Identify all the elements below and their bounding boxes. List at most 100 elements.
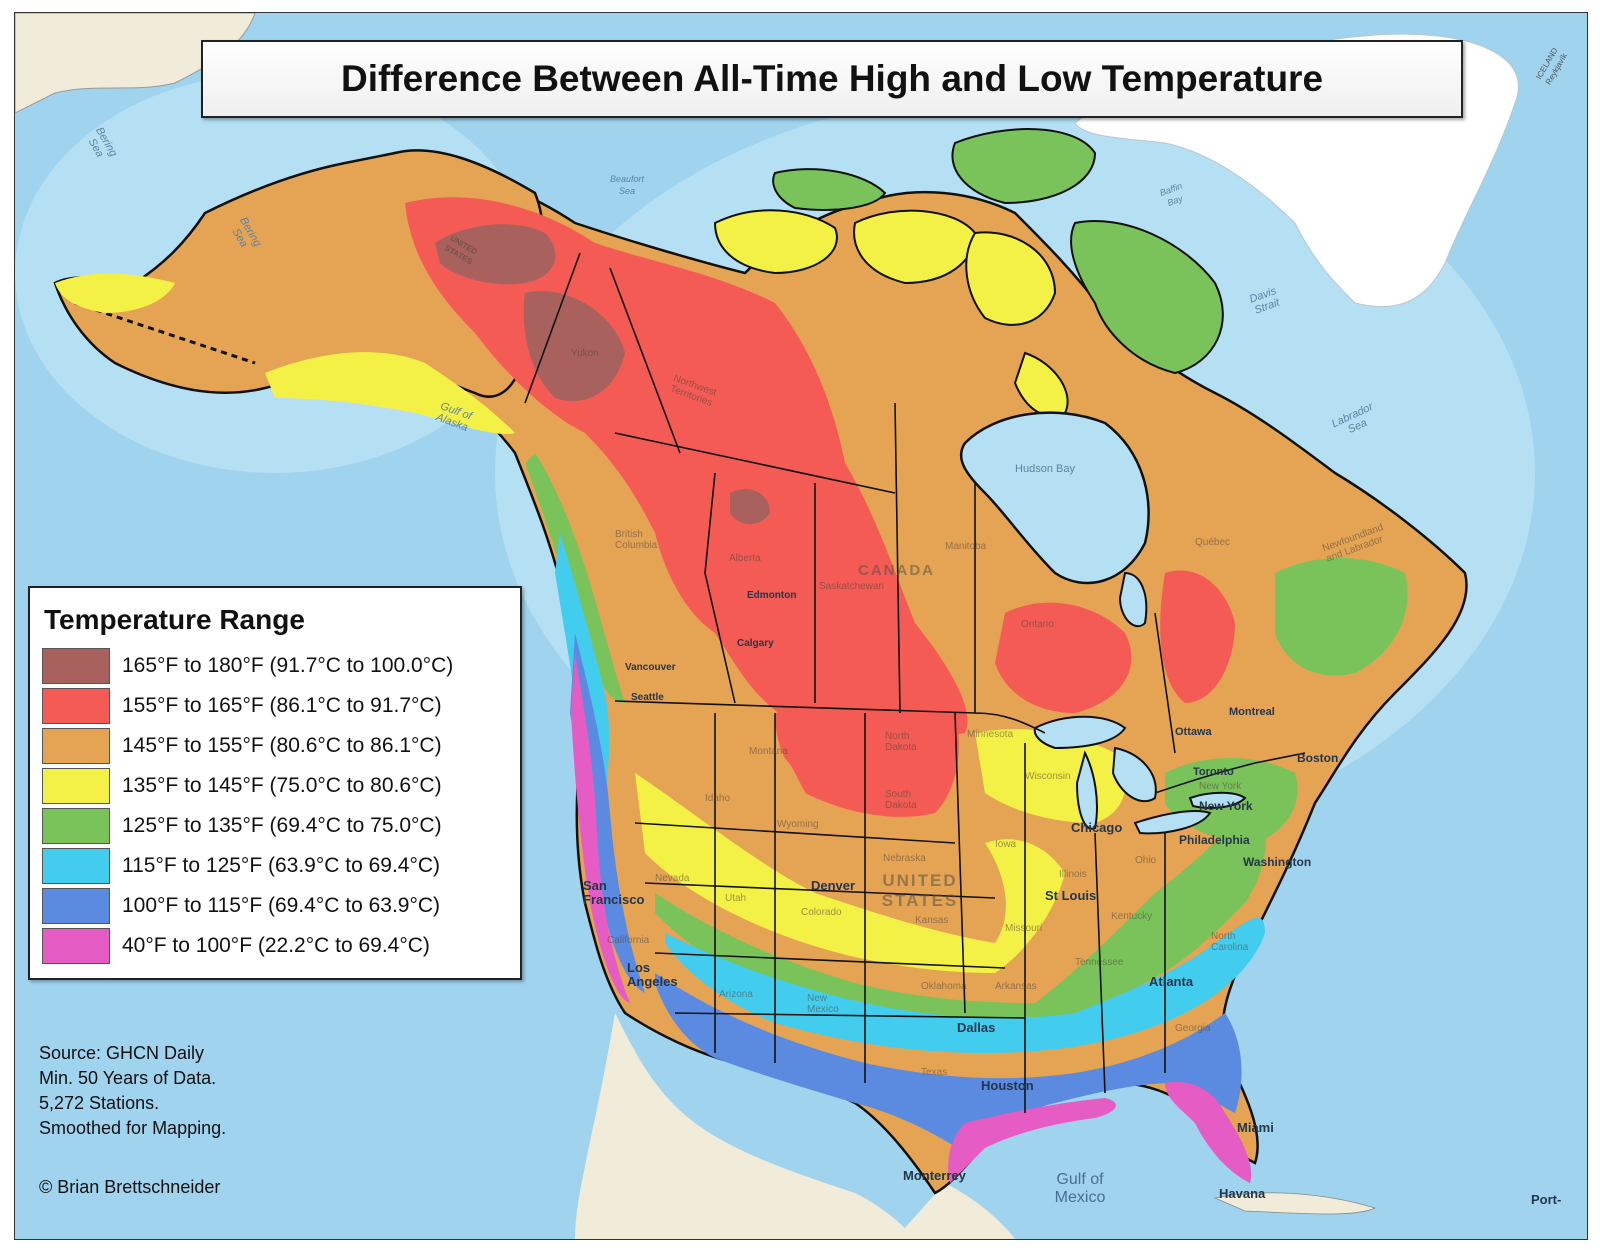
- north-carolina-label: North Carolina: [1211, 931, 1249, 953]
- saskatchewan-label: Saskatchewan: [819, 581, 885, 592]
- montreal-label: Montreal: [1229, 706, 1275, 718]
- zone-125-135-us: [655, 803, 1266, 1033]
- zone-40-100-florida: [1165, 1082, 1252, 1183]
- legend-label: 100°F to 115°F (69.4°C to 63.9°C): [122, 894, 441, 917]
- north-dakota-label: North Dakota: [885, 731, 917, 753]
- hudson-bay: [959, 411, 1150, 585]
- new-york-state-label: New York: [1199, 781, 1242, 792]
- hudson-bay-label: Hudson Bay: [1015, 463, 1075, 475]
- legend-item: 165°F to 180°F (91.7°C to 100.0°C): [42, 648, 512, 684]
- vancouver-label: Vancouver: [625, 662, 676, 673]
- washington-label: Washington: [1243, 855, 1312, 869]
- bc-label: British Columbia: [615, 529, 658, 551]
- legend: Temperature Range 165°F to 180°F (91.7°C…: [28, 586, 522, 980]
- philadelphia-label: Philadelphia: [1179, 833, 1250, 847]
- map-frame: Bering Sea Bering Sea Gulf of Alaska Hud…: [14, 12, 1588, 1240]
- arctic-island-5: [965, 231, 1057, 326]
- borders: [524, 252, 1306, 1113]
- california-label: California: [607, 935, 650, 946]
- lake-ontario: [1188, 791, 1247, 809]
- houston-label: Houston: [981, 1078, 1034, 1093]
- legend-swatch: [42, 888, 110, 924]
- ottawa-label: Ottawa: [1175, 726, 1212, 738]
- zone-125-135-maritimes: [1275, 558, 1408, 676]
- miami-label: Miami: [1237, 1120, 1274, 1135]
- arctic-island-1: [713, 209, 838, 275]
- gulf-of-mexico-label: Gulf of Mexico: [1054, 1171, 1106, 1206]
- zone-100-115-south: [655, 973, 1242, 1153]
- legend-swatch: [42, 848, 110, 884]
- wyoming-label: Wyoming: [777, 819, 819, 830]
- boston-label: Boston: [1297, 751, 1339, 765]
- alberta-label: Alberta: [729, 553, 761, 564]
- lake-erie: [1133, 810, 1212, 835]
- nwt-south-border: [614, 432, 896, 494]
- san-francisco-label: San Francisco: [583, 878, 645, 907]
- monterrey-label: Monterrey: [903, 1168, 966, 1183]
- copyright-credit: © Brian Brettschneider: [39, 1177, 221, 1197]
- dallas-label: Dallas: [957, 1020, 996, 1035]
- toronto-label: Toronto: [1193, 766, 1234, 778]
- zone-155-165-quebec: [1160, 570, 1235, 703]
- manitoba-label: Manitoba: [945, 541, 987, 552]
- zone-145-155-interior: [655, 725, 904, 913]
- oklahoma-label: Oklahoma: [921, 981, 967, 992]
- south-dakota-label: South Dakota: [885, 789, 917, 811]
- new-york-label: New York: [1199, 799, 1253, 813]
- iowa-label: Iowa: [995, 839, 1017, 850]
- seattle-label: Seattle: [631, 692, 664, 703]
- legend-label: 40°F to 100°F (22.2°C to 69.4°C): [122, 934, 430, 957]
- idaho-label: Idaho: [705, 793, 731, 804]
- arctic-island-2: [853, 209, 977, 285]
- lake-superior: [1033, 715, 1127, 750]
- legend-swatch: [42, 808, 110, 844]
- arctic-island-4: [1070, 220, 1224, 375]
- wisconsin-label: Wisconsin: [1025, 771, 1071, 782]
- lake-huron: [1111, 746, 1157, 803]
- legend-swatch: [42, 928, 110, 964]
- missouri-label: Missouri: [1005, 923, 1043, 934]
- tennessee-label: Tennessee: [1075, 957, 1124, 968]
- colorado-label: Colorado: [801, 907, 842, 918]
- havana-label: Havana: [1219, 1186, 1266, 1201]
- utah-label: Utah: [725, 893, 747, 904]
- sask-manitoba-border: [894, 402, 901, 714]
- legend-item: 40°F to 100°F (22.2°C to 69.4°C): [42, 928, 512, 964]
- ohio-label: Ohio: [1135, 855, 1157, 866]
- legend-title: Temperature Range: [44, 604, 305, 635]
- zone-40-100-gulf: [948, 1098, 1116, 1183]
- nevada-label: Nevada: [655, 873, 690, 884]
- legend-label: 135°F to 145°F (75.0°C to 80.6°C): [122, 774, 442, 797]
- lake-michigan: [1075, 750, 1098, 830]
- legend-item: 100°F to 115°F (69.4°C to 63.9°C): [42, 888, 512, 924]
- georgia-label: Georgia: [1175, 1023, 1211, 1034]
- zone-100-115-coast: [570, 633, 645, 993]
- mexico-east: [895, 1183, 1015, 1239]
- legend-swatch: [42, 728, 110, 764]
- legend-item: 135°F to 145°F (75.0°C to 80.6°C): [42, 768, 512, 804]
- min-years-note: Min. 50 Years of Data.: [39, 1068, 217, 1088]
- legend-label: 155°F to 165°F (86.1°C to 91.7°C): [122, 694, 442, 717]
- mexico: [575, 1013, 915, 1239]
- quebec-label: Québec: [1195, 537, 1231, 548]
- arkansas-label: Arkansas: [995, 981, 1037, 992]
- port-label: Port-: [1531, 1192, 1562, 1207]
- alaska-yukon-border: [524, 252, 581, 404]
- legend-label: 165°F to 180°F (91.7°C to 100.0°C): [122, 654, 454, 677]
- legend-item: 115°F to 125°F (63.9°C to 69.4°C): [42, 848, 512, 884]
- james-bay: [1118, 571, 1148, 628]
- cuba: [1213, 1192, 1377, 1215]
- map-title: Difference Between All-Time High and Low…: [340, 58, 1324, 99]
- zone-165-180-alaska: [435, 224, 556, 285]
- ontario-label: Ontario: [1021, 619, 1054, 630]
- legend-item: 145°F to 155°F (80.6°C to 86.1°C): [42, 728, 512, 764]
- arctic-island-6: [772, 168, 887, 211]
- zone-115-125-us: [665, 917, 1265, 1053]
- us-state-lines-1: [634, 822, 1026, 1019]
- zone-135-145-alaska-west: [55, 273, 175, 313]
- canada-label: CANADA: [858, 562, 935, 579]
- smoothed-note: Smoothed for Mapping.: [39, 1118, 227, 1138]
- legend-swatch: [42, 648, 110, 684]
- arizona-label: Arizona: [719, 989, 753, 1000]
- title-box: Difference Between All-Time High and Low…: [201, 40, 1463, 118]
